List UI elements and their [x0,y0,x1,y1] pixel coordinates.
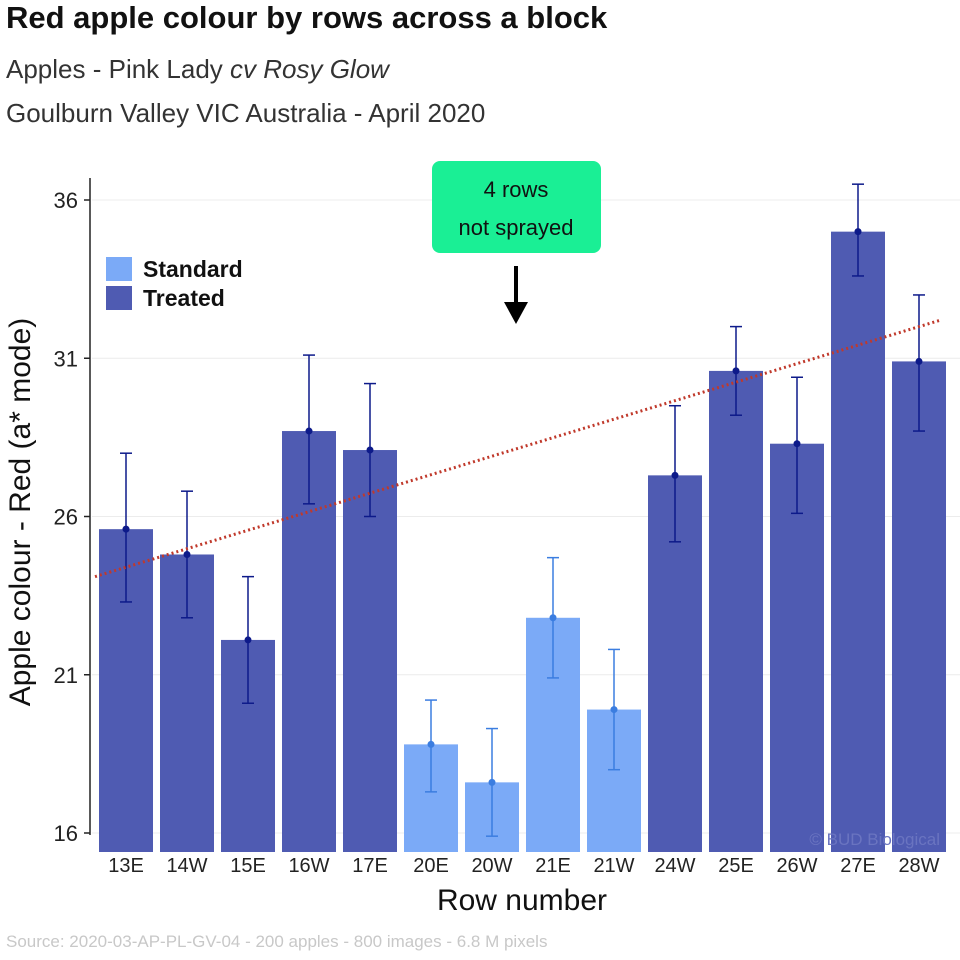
mean-point-15E [244,636,252,644]
y-tick-label: 21 [54,663,78,688]
chart-subtitle: Apples - Pink Lady cv Rosy Glow [6,54,389,85]
x-tick-label: 13E [108,855,144,877]
x-tick-label: 20E [413,855,449,877]
mean-point-24W [671,471,679,479]
x-tick-label: 17E [352,855,388,877]
arrow-down-icon [504,302,528,324]
source-caption: Source: 2020-03-AP-PL-GV-04 - 200 apples… [6,932,548,951]
annotation-text: not sprayed [459,215,574,240]
bar-28W [892,361,946,852]
bar-27E [831,231,885,852]
x-tick-label: 25E [718,855,754,877]
mean-point-28W [915,357,923,365]
mean-point-17E [366,446,374,454]
mean-point-20E [427,740,435,748]
annotation-text: 4 rows [484,177,549,202]
y-tick-label: 36 [54,188,78,213]
mean-point-13E [122,525,130,533]
mean-point-27E [854,228,862,236]
bar-25E [709,370,763,852]
trendline [94,318,941,579]
x-tick-label: 14W [166,855,207,877]
annotation-box [432,161,601,253]
y-axis-label: Apple colour - Red (a* mode) [4,318,37,707]
x-tick-label: 28W [898,855,939,877]
subtitle-text: Apples - Pink Lady [6,54,231,84]
watermark: © BUD Biological [809,830,940,849]
chart-title: Red apple colour by rows across a block [6,0,608,35]
mean-point-21E [549,614,557,622]
x-tick-label: 24W [654,855,695,877]
x-tick-label: 27E [840,855,876,877]
chart-subtitle-location: Goulburn Valley VIC Australia - April 20… [6,98,486,128]
x-tick-label: 20W [471,855,512,877]
legend-swatch-treated [106,286,132,310]
mean-point-16W [305,427,313,435]
x-tick-label: 21W [593,855,634,877]
legend-label-treated: Treated [143,285,225,311]
mean-point-21W [610,706,618,714]
y-tick-label: 16 [54,821,78,846]
y-tick-label: 26 [54,505,78,530]
x-tick-label: 21E [535,855,571,877]
mean-point-25E [732,367,740,375]
mean-point-14W [183,550,191,558]
legend-label-standard: Standard [143,256,243,282]
x-tick-label: 26W [776,855,817,877]
x-tick-label: 15E [230,855,266,877]
mean-point-20W [488,778,496,786]
y-tick-label: 31 [54,346,78,371]
subtitle-cultivar: cv Rosy Glow [230,54,389,84]
x-tick-label: 16W [288,855,329,877]
mean-point-26W [793,440,801,448]
legend-swatch-standard [106,257,132,281]
x-axis-label: Row number [437,884,607,917]
